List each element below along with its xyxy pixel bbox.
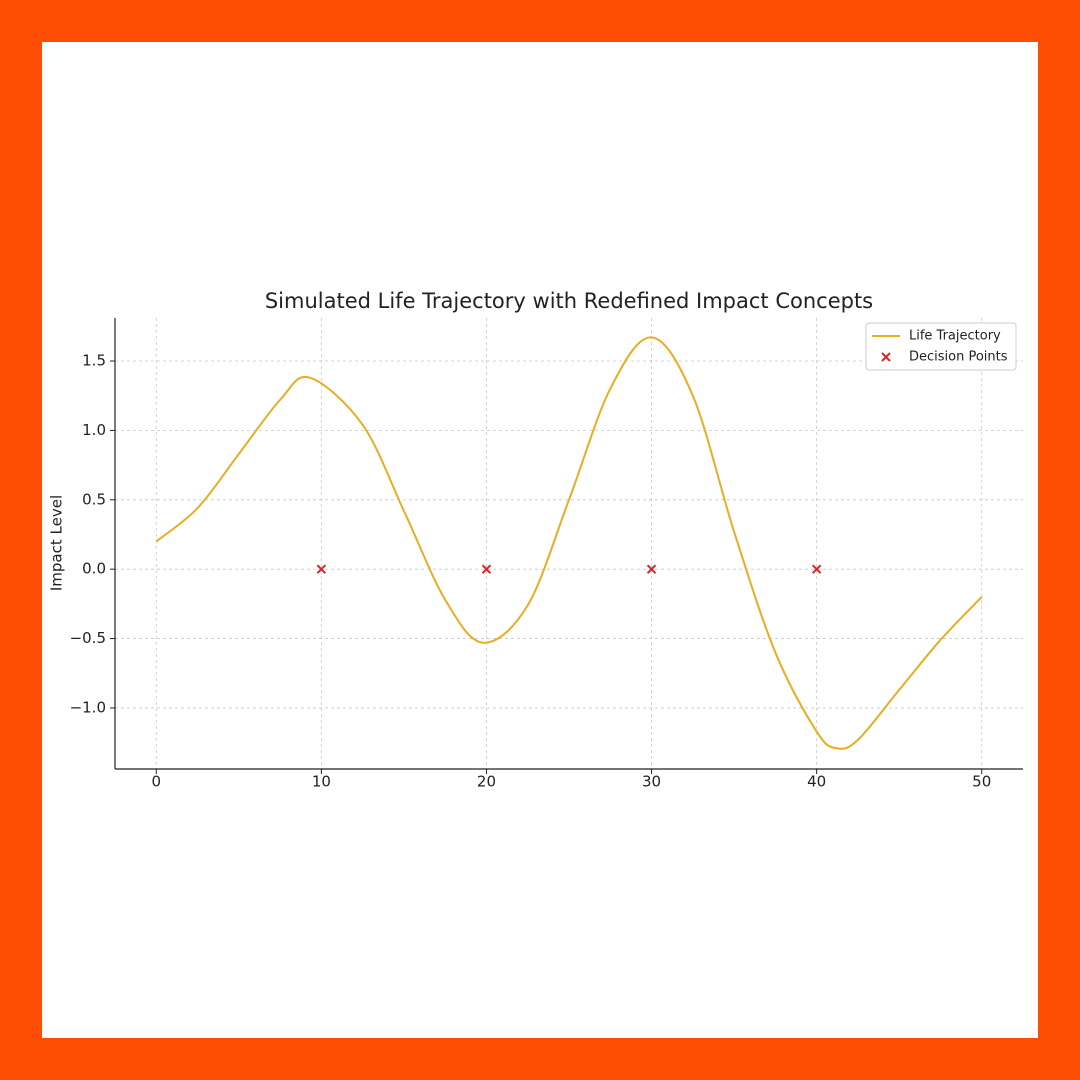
y-tick-label: 0.0 bbox=[82, 560, 106, 578]
x-tick-label: 30 bbox=[642, 773, 661, 791]
y-tick-label: −0.5 bbox=[70, 629, 106, 647]
y-tick-label: 1.5 bbox=[82, 352, 106, 370]
legend-label: Life Trajectory bbox=[909, 329, 1001, 344]
x-tick-label: 10 bbox=[312, 773, 331, 791]
decision-point bbox=[316, 564, 327, 574]
trajectory-line bbox=[155, 336, 983, 750]
x-tick-label: 0 bbox=[151, 773, 161, 791]
panel bbox=[42, 42, 1038, 1038]
y-tick-label: −1.0 bbox=[70, 698, 106, 716]
legend-box bbox=[865, 322, 1017, 371]
legend-swatch bbox=[881, 352, 891, 362]
chart-title: Simulated Life Trajectory with Redefined… bbox=[265, 289, 873, 313]
y-axis-label: Impact Level bbox=[48, 495, 66, 591]
x-tick-label: 20 bbox=[477, 773, 496, 791]
decision-point bbox=[481, 564, 492, 574]
y-tick-label: 0.5 bbox=[82, 490, 106, 508]
legend-label: Decision Points bbox=[909, 350, 1008, 365]
decision-point bbox=[646, 564, 657, 574]
decision-point bbox=[811, 564, 822, 574]
x-tick-label: 50 bbox=[972, 773, 991, 791]
x-tick-label: 40 bbox=[807, 773, 826, 791]
y-tick-label: 1.0 bbox=[82, 421, 106, 439]
